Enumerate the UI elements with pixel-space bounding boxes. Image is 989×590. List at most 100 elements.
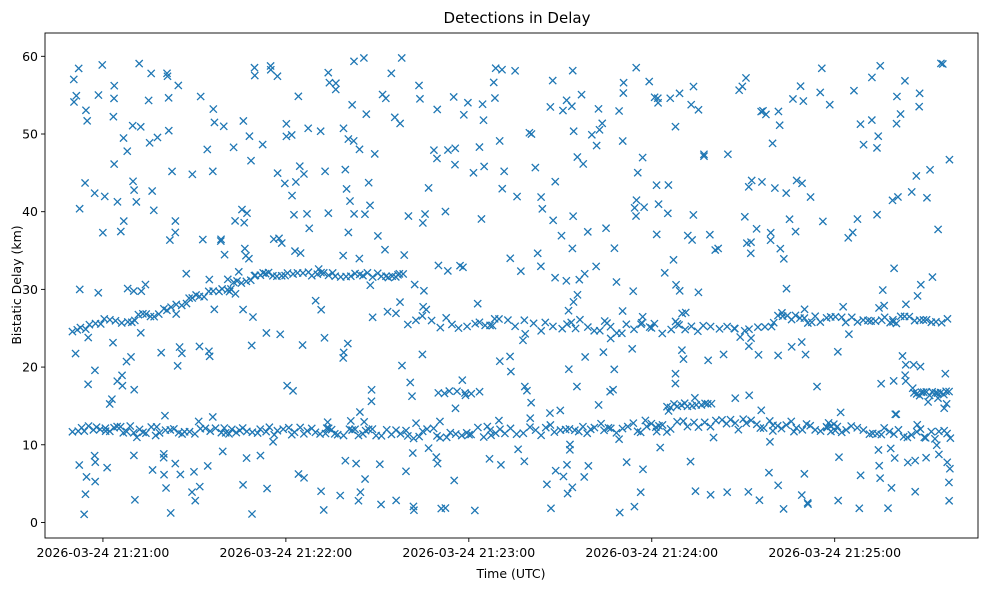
- detection-point: [330, 429, 339, 438]
- detection-point: [356, 488, 365, 497]
- detection-point: [694, 423, 703, 432]
- detection-point: [636, 488, 645, 497]
- detection-point: [299, 169, 308, 179]
- detection-point: [891, 410, 900, 419]
- detection-point: [800, 314, 809, 323]
- detection-point: [520, 457, 529, 466]
- detection-point: [92, 423, 101, 432]
- detection-point: [679, 355, 688, 364]
- detection-point: [414, 81, 424, 90]
- detection-point: [323, 418, 332, 427]
- detection-point: [927, 427, 936, 436]
- detection-point: [177, 301, 186, 310]
- detection-point: [126, 352, 136, 362]
- detection-point: [129, 286, 138, 296]
- detection-point: [731, 394, 740, 403]
- detection-point: [583, 227, 592, 236]
- detection-point: [919, 315, 928, 325]
- detection-point: [460, 388, 470, 397]
- detection-point: [273, 169, 282, 178]
- detection-point: [550, 428, 559, 437]
- detection-point: [171, 459, 180, 468]
- detection-point: [606, 424, 615, 433]
- detection-point: [429, 424, 438, 433]
- detection-point: [514, 445, 523, 454]
- detection-point: [163, 72, 172, 81]
- detection-point: [454, 324, 463, 333]
- detection-point: [496, 460, 505, 469]
- detection-point: [210, 118, 219, 127]
- detection-point: [325, 78, 334, 87]
- detection-point: [932, 441, 941, 450]
- detection-point: [943, 314, 952, 323]
- detection-point: [807, 318, 816, 327]
- detection-point: [785, 215, 794, 224]
- detection-point: [153, 133, 162, 142]
- detection-point: [231, 289, 240, 298]
- detection-point: [409, 434, 418, 443]
- detection-point: [195, 342, 204, 351]
- detection-point: [436, 323, 445, 332]
- detection-point: [557, 231, 566, 240]
- detection-point: [424, 183, 433, 192]
- detection-point: [341, 456, 350, 465]
- detection-point: [130, 186, 139, 195]
- detection-point: [594, 400, 603, 409]
- detection-point: [81, 490, 90, 499]
- detection-point: [922, 453, 931, 462]
- detection-point: [370, 149, 379, 158]
- detection-point: [470, 506, 479, 515]
- detection-point: [162, 306, 171, 315]
- detection-point: [853, 317, 862, 326]
- detection-point: [400, 251, 409, 260]
- detection-point: [427, 316, 436, 325]
- detection-point: [746, 249, 755, 258]
- detection-point: [551, 273, 560, 282]
- detection-point: [704, 356, 713, 365]
- detection-point: [800, 305, 809, 314]
- detection-point: [569, 127, 578, 136]
- detection-point: [706, 322, 715, 331]
- detection-point: [595, 326, 604, 335]
- detection-point: [69, 75, 78, 84]
- detection-point: [410, 280, 419, 289]
- detection-point: [152, 422, 161, 431]
- detection-point: [546, 420, 555, 430]
- detection-point: [874, 445, 883, 455]
- detection-point: [759, 423, 768, 433]
- detection-point: [159, 449, 168, 458]
- detection-point: [885, 427, 894, 436]
- detection-point: [537, 326, 546, 335]
- detection-point: [630, 502, 639, 511]
- detection-point: [671, 369, 680, 378]
- detection-point: [415, 432, 424, 441]
- detection-point: [629, 419, 638, 428]
- detection-point: [757, 177, 767, 187]
- detection-point: [901, 360, 910, 369]
- detection-point: [711, 245, 720, 255]
- detection-point: [739, 415, 748, 424]
- detection-point: [240, 218, 249, 227]
- detection-point: [345, 197, 355, 206]
- detection-point: [128, 177, 138, 186]
- detection-point: [598, 119, 607, 128]
- detection-point: [855, 504, 864, 513]
- detection-point: [324, 209, 333, 218]
- detection-point: [69, 97, 79, 107]
- detection-point: [924, 397, 933, 407]
- detection-point: [633, 168, 642, 177]
- detection-point: [912, 427, 921, 436]
- x-axis-label: Time (UTC): [475, 566, 545, 581]
- detection-point: [506, 367, 515, 376]
- detection-point: [872, 143, 882, 152]
- detection-point: [319, 268, 328, 277]
- detection-point: [791, 311, 800, 320]
- detection-point: [105, 399, 114, 409]
- detection-point: [130, 495, 139, 504]
- detection-point: [245, 132, 254, 141]
- detection-point: [664, 406, 673, 416]
- detection-point: [572, 382, 581, 391]
- detection-point: [542, 480, 551, 489]
- detection-point: [916, 362, 925, 371]
